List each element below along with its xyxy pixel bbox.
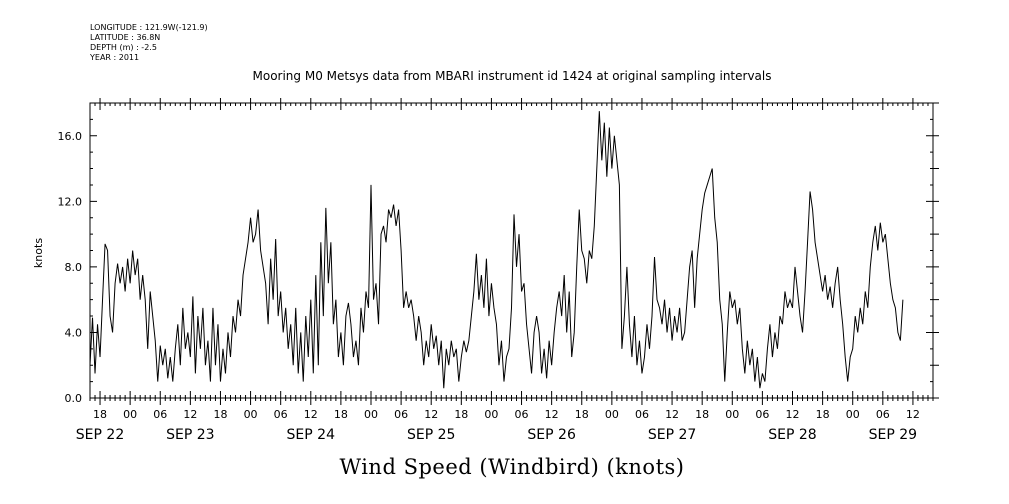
x-hour-tick-label: 06 xyxy=(153,408,167,421)
x-hour-tick-label: 12 xyxy=(545,408,559,421)
x-day-label: SEP 25 xyxy=(407,427,455,443)
x-axis: 18 00 06 12 18 00 06 12 18 00 06 12 18 00 06 12 18 00 06 12… xyxy=(76,408,920,443)
x-day-label: SEP 22 xyxy=(76,427,124,443)
x-minor-ticks xyxy=(89,98,934,405)
meta-depth: DEPTH (m) : -2.5 xyxy=(90,43,157,52)
chart-title: Mooring M0 Metsys data from MBARI instru… xyxy=(253,69,772,83)
x-day-label: SEP 27 xyxy=(648,427,696,443)
y-tick-label: 0.0 xyxy=(65,392,83,405)
x-hour-tick-label: 18 xyxy=(454,408,468,421)
y-axis-label: knots xyxy=(32,238,45,268)
y-tick-label: 16.0 xyxy=(58,130,83,143)
x-hour-tick-label: 18 xyxy=(575,408,589,421)
x-day-label: SEP 29 xyxy=(869,427,917,443)
x-hour-tick-label: 12 xyxy=(183,408,197,421)
x-day-label: SEP 26 xyxy=(527,427,576,443)
x-hour-tick-label: 06 xyxy=(635,408,649,421)
x-hour-tick-label: 06 xyxy=(515,408,529,421)
metadata-block: LONGITUDE : 121.9W(-121.9) LATITUDE : 36… xyxy=(89,23,208,62)
x-hour-tick-label: 12 xyxy=(906,408,920,421)
x-day-label: SEP 28 xyxy=(768,427,816,443)
x-hour-tick-label: 00 xyxy=(484,408,498,421)
x-day-label: SEP 24 xyxy=(287,427,336,443)
series-group xyxy=(89,111,904,389)
x-hour-tick-label: 00 xyxy=(244,408,258,421)
x-hour-tick-label: 18 xyxy=(695,408,709,421)
x-hour-tick-label: 12 xyxy=(665,408,679,421)
x-hour-tick-label: 12 xyxy=(304,408,318,421)
y-tick-label: 4.0 xyxy=(65,326,83,339)
meta-year: YEAR : 2011 xyxy=(89,53,139,62)
x-hour-tick-label: 18 xyxy=(93,408,107,421)
bottom-title: Wind Speed (Windbird) (knots) xyxy=(340,455,685,479)
y-tick-label: 8.0 xyxy=(65,261,83,274)
meta-latitude: LATITUDE : 36.8N xyxy=(90,33,160,42)
x-hour-tick-label: 00 xyxy=(725,408,739,421)
x-hour-tick-label: 06 xyxy=(274,408,288,421)
x-hour-tick-label: 00 xyxy=(605,408,619,421)
y-tick-label: 12.0 xyxy=(58,195,83,208)
x-hour-tick-label: 06 xyxy=(755,408,769,421)
series-line-wind-speed xyxy=(89,111,904,389)
x-hour-tick-label: 06 xyxy=(876,408,890,421)
x-hour-tick-label: 12 xyxy=(786,408,800,421)
x-hour-tick-label: 12 xyxy=(424,408,438,421)
x-hour-tick-label: 18 xyxy=(816,408,830,421)
minor-tick-marks xyxy=(89,98,934,405)
x-hour-tick-label: 18 xyxy=(334,408,348,421)
x-hour-tick-label: 00 xyxy=(364,408,378,421)
x-day-label: SEP 23 xyxy=(166,427,214,443)
y-tick-marks xyxy=(90,102,939,399)
x-hour-tick-label: 00 xyxy=(846,408,860,421)
x-hour-tick-label: 00 xyxy=(123,408,137,421)
x-hour-tick-label: 18 xyxy=(213,408,227,421)
meta-longitude: LONGITUDE : 121.9W(-121.9) xyxy=(90,23,208,32)
x-hour-tick-label: 06 xyxy=(394,408,408,421)
